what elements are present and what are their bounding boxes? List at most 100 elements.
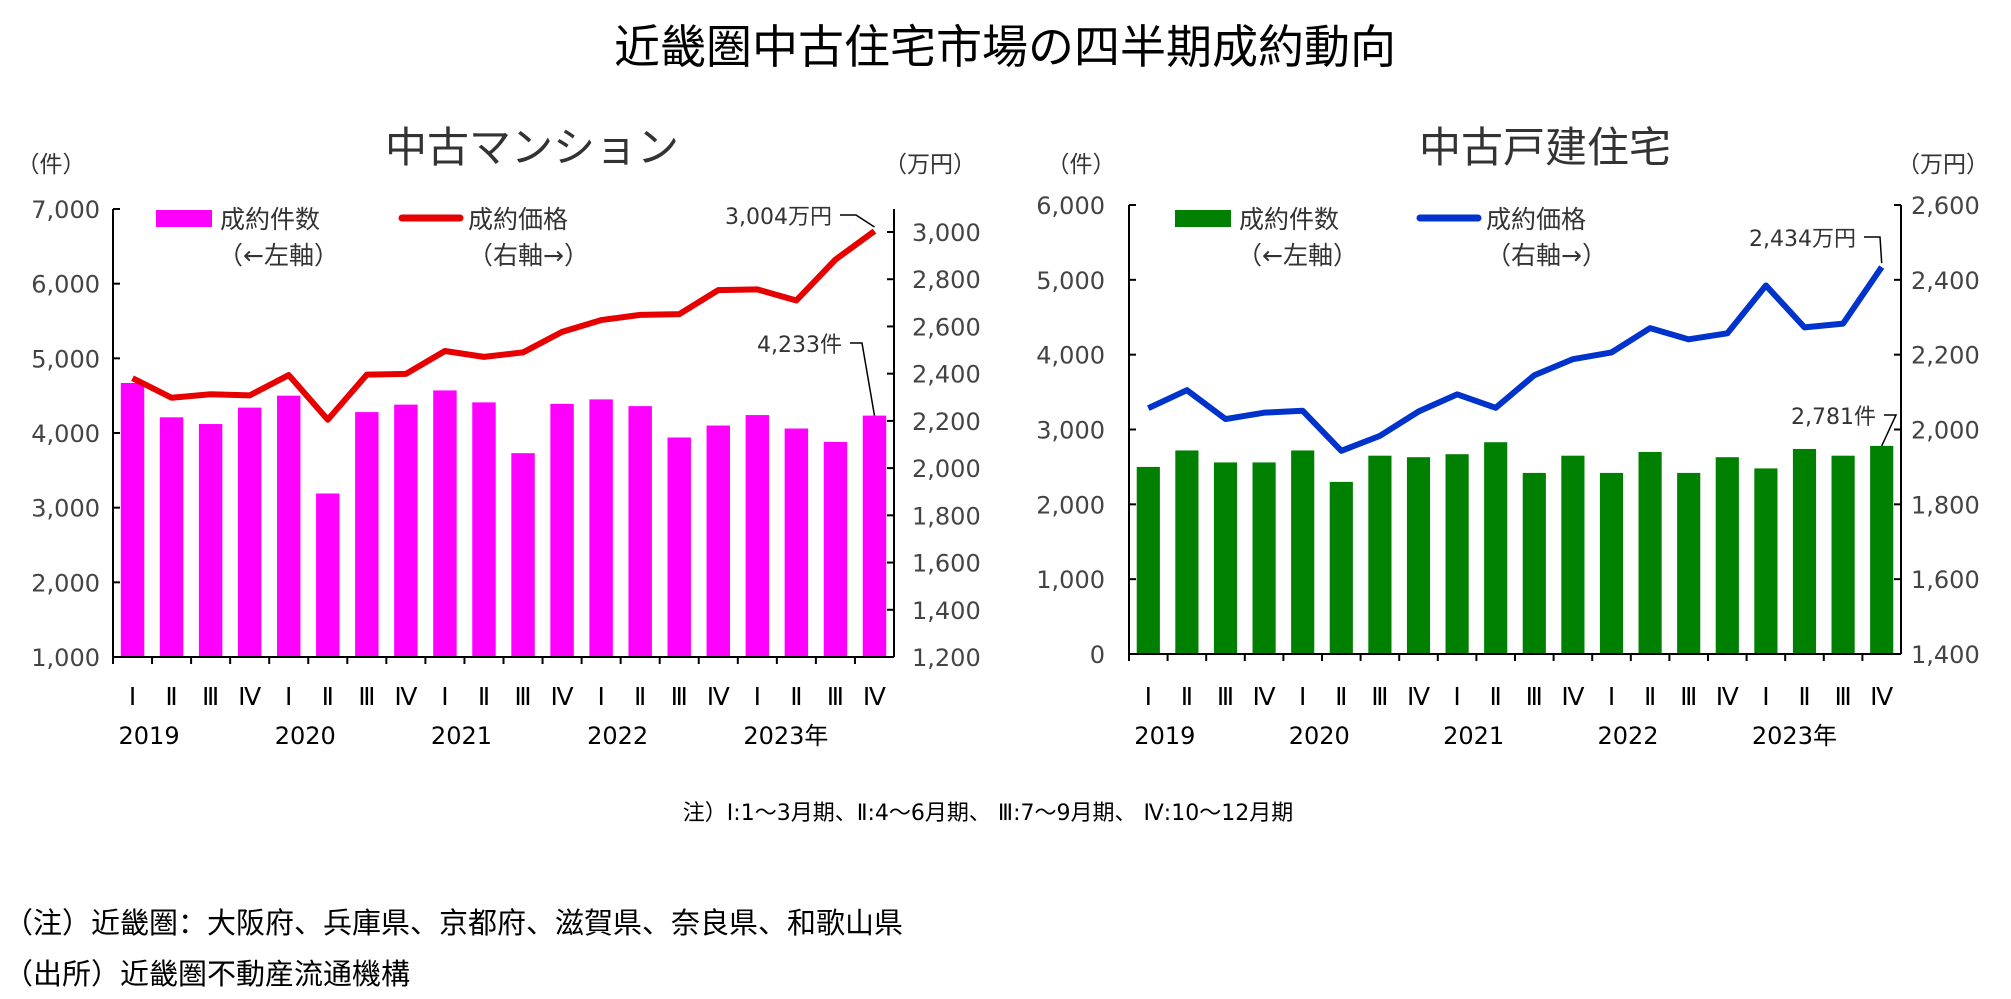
year-label: 2021 [431,722,492,750]
quarter-label: Ⅱ [634,682,646,711]
quarter-label: Ⅲ [1680,682,1697,711]
legend-count-axis: （←左軸） [218,241,339,270]
legend-price-label: 成約価格 [468,205,568,234]
count-bar [823,441,848,657]
left-tick-label: 1,000 [1036,566,1105,594]
count-bar [1445,454,1469,654]
count-bar [355,412,379,657]
quarter-label: Ⅱ [1335,682,1347,711]
count-bar [1329,481,1353,654]
count-bar [1792,448,1817,654]
count-bar [472,402,496,657]
count-bar [316,493,340,657]
legend-count-axis: （←左軸） [1237,241,1358,270]
year-label: 2020 [275,722,336,750]
left-tick-label: 0 [1090,641,1105,669]
count-bar [1677,472,1701,654]
quarter-label: Ⅱ [790,682,802,711]
count-bar [1638,451,1662,654]
legend-price-label: 成約価格 [1486,205,1586,234]
right-tick-label: 2,200 [1911,342,1980,370]
count-bar [706,425,730,657]
count-bar [1561,455,1585,654]
right-axis-unit: （万円） [1897,152,1989,178]
quarter-label: Ⅲ [514,682,531,711]
left-tick-label: 7,000 [31,196,100,224]
footnote-region: （注）近畿圏：大阪府、兵庫県、京都府、滋賀県、奈良県、和歌山県 [4,906,904,940]
quarter-label: Ⅰ [597,682,604,711]
price-line [1147,265,1885,454]
right-tick-label: 1,400 [1911,641,1980,669]
quarter-label: Ⅲ [1371,682,1388,711]
left-axis-unit: （件） [17,152,86,178]
legend-count-label: 成約件数 [1239,205,1339,234]
count-bar [198,424,223,657]
year-label: 2023年 [743,722,828,750]
left-tick-label: 2,000 [1036,491,1105,519]
left-tick-label: 4,000 [1036,342,1105,370]
count-bar [277,395,301,657]
quarter-label: Ⅳ [1870,682,1893,711]
year-label: 2023年 [1752,722,1837,750]
left-axis-unit: （件） [1047,152,1116,178]
right-tick-label: 2,600 [912,313,981,341]
year-label: 2020 [1289,722,1350,750]
quarter-label: Ⅱ [478,682,490,711]
count-bar [550,403,574,657]
chart-title: 中古戸建住宅 [1419,123,1671,172]
quarter-label: Ⅰ [754,682,761,711]
count-bar [511,453,535,657]
count-bar [667,437,691,657]
quarter-label: Ⅲ [671,682,688,711]
quarter-label: Ⅰ [1299,682,1306,711]
price-annotation: 2,434万円 [1749,227,1856,252]
price-annotation-leader [840,214,875,228]
right-tick-label: 2,800 [912,266,981,294]
year-label: 2022 [1598,722,1659,750]
quarter-label: Ⅳ [1716,682,1739,711]
left-tick-label: 3,000 [1036,417,1105,445]
count-bar [1252,462,1276,654]
right-tick-label: 1,400 [912,597,981,625]
legend-price-axis: （右軸→） [468,241,589,270]
quarter-label: Ⅰ [1608,682,1615,711]
left-tick-label: 6,000 [1036,192,1105,220]
count-annotation: 2,781件 [1791,405,1876,430]
left-tick-label: 2,000 [31,569,100,597]
count-bar [1136,466,1160,654]
quarter-label: Ⅰ [285,682,292,711]
quarter-label: Ⅲ [1526,682,1543,711]
quarter-label: Ⅱ [165,682,177,711]
quarter-label: Ⅲ [827,682,844,711]
footnote-source: （出所）近畿圏不動産流通機構 [4,957,411,991]
quarter-label: Ⅱ [1490,682,1502,711]
price-annotation: 3,004万円 [725,205,832,230]
count-bar [1368,455,1392,654]
quarter-label: Ⅱ [1798,682,1810,711]
left-tick-label: 3,000 [31,495,100,523]
right-tick-label: 3,000 [912,219,981,247]
count-bar [120,382,145,657]
count-bar [745,415,770,657]
quarter-label: Ⅱ [1181,682,1193,711]
left-tick-label: 1,000 [31,644,100,672]
quarter-label: Ⅳ [1253,682,1276,711]
legend-price-axis: （右軸→） [1486,241,1607,270]
page-title: 近畿圏中古住宅市場の四半期成約動向 [614,20,1396,74]
quarter-label: Ⅳ [863,682,886,711]
right-tick-label: 1,800 [1911,491,1980,519]
count-bar [394,404,418,657]
chart-condominium: 中古マンション （件） （万円） 1,000 2,000 3,000 4,000 5,000 6… [17,123,981,750]
count-annotation-leader [1881,414,1898,447]
count-bar [1870,445,1894,654]
left-tick-label: 6,000 [31,271,100,299]
quarter-label: Ⅳ [1407,682,1430,711]
count-bar [1754,468,1778,654]
count-bar [1831,455,1855,654]
count-annotation: 4,233件 [757,333,842,358]
quarter-label: Ⅳ [394,682,417,711]
price-line [131,228,877,423]
quarter-label: Ⅱ [1644,682,1656,711]
right-tick-label: 1,200 [912,644,981,672]
